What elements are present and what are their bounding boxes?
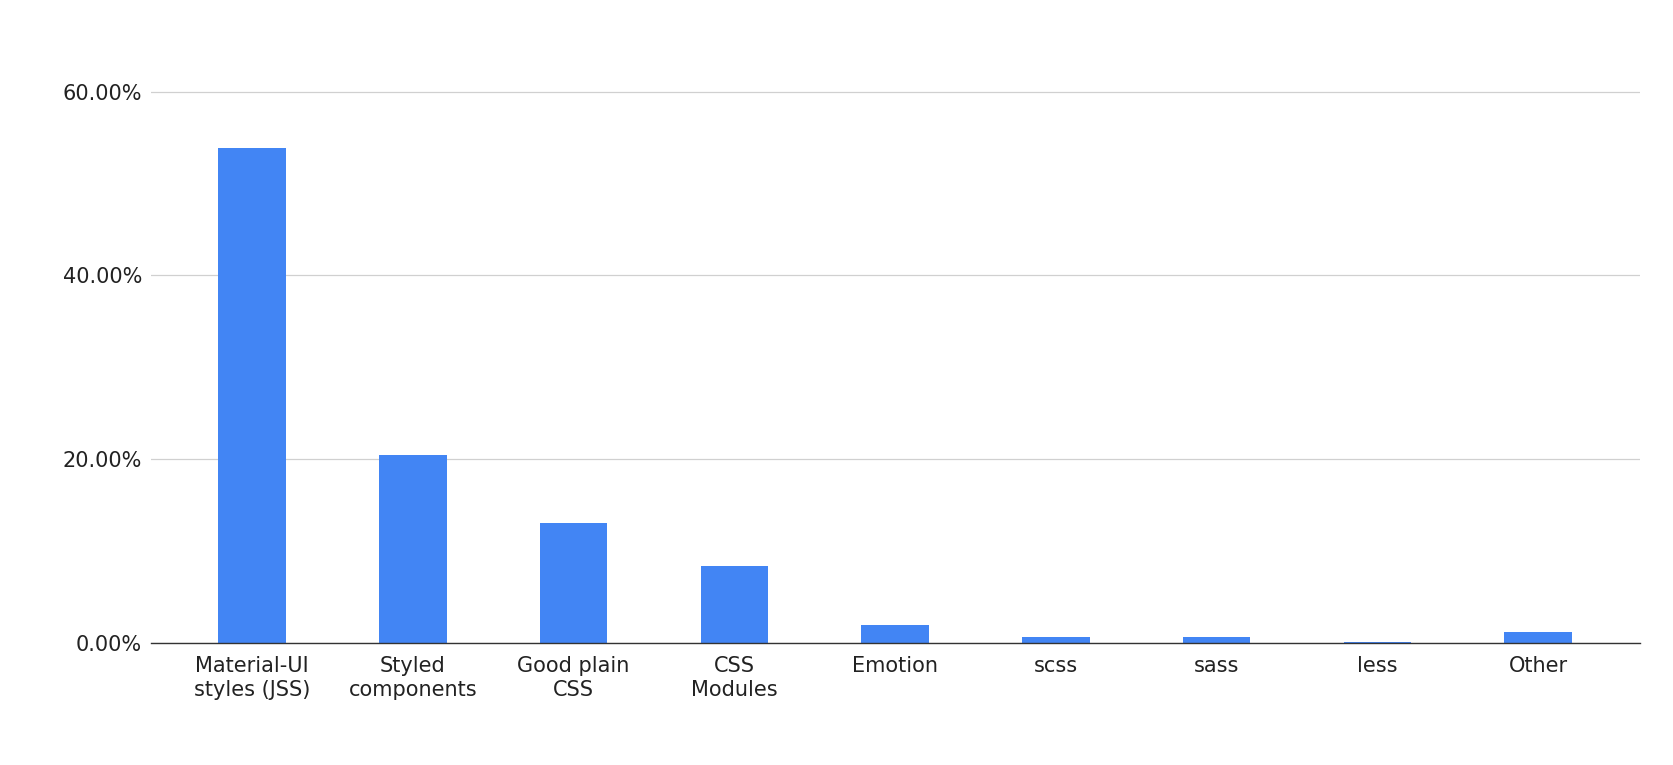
Bar	[701, 566, 768, 643]
Bar	[1504, 632, 1573, 643]
Bar	[380, 455, 447, 643]
Bar	[1183, 637, 1250, 643]
Bar	[862, 624, 929, 643]
Bar	[540, 523, 607, 643]
Bar	[1022, 637, 1089, 643]
Bar	[1343, 642, 1410, 643]
Bar	[217, 148, 286, 643]
